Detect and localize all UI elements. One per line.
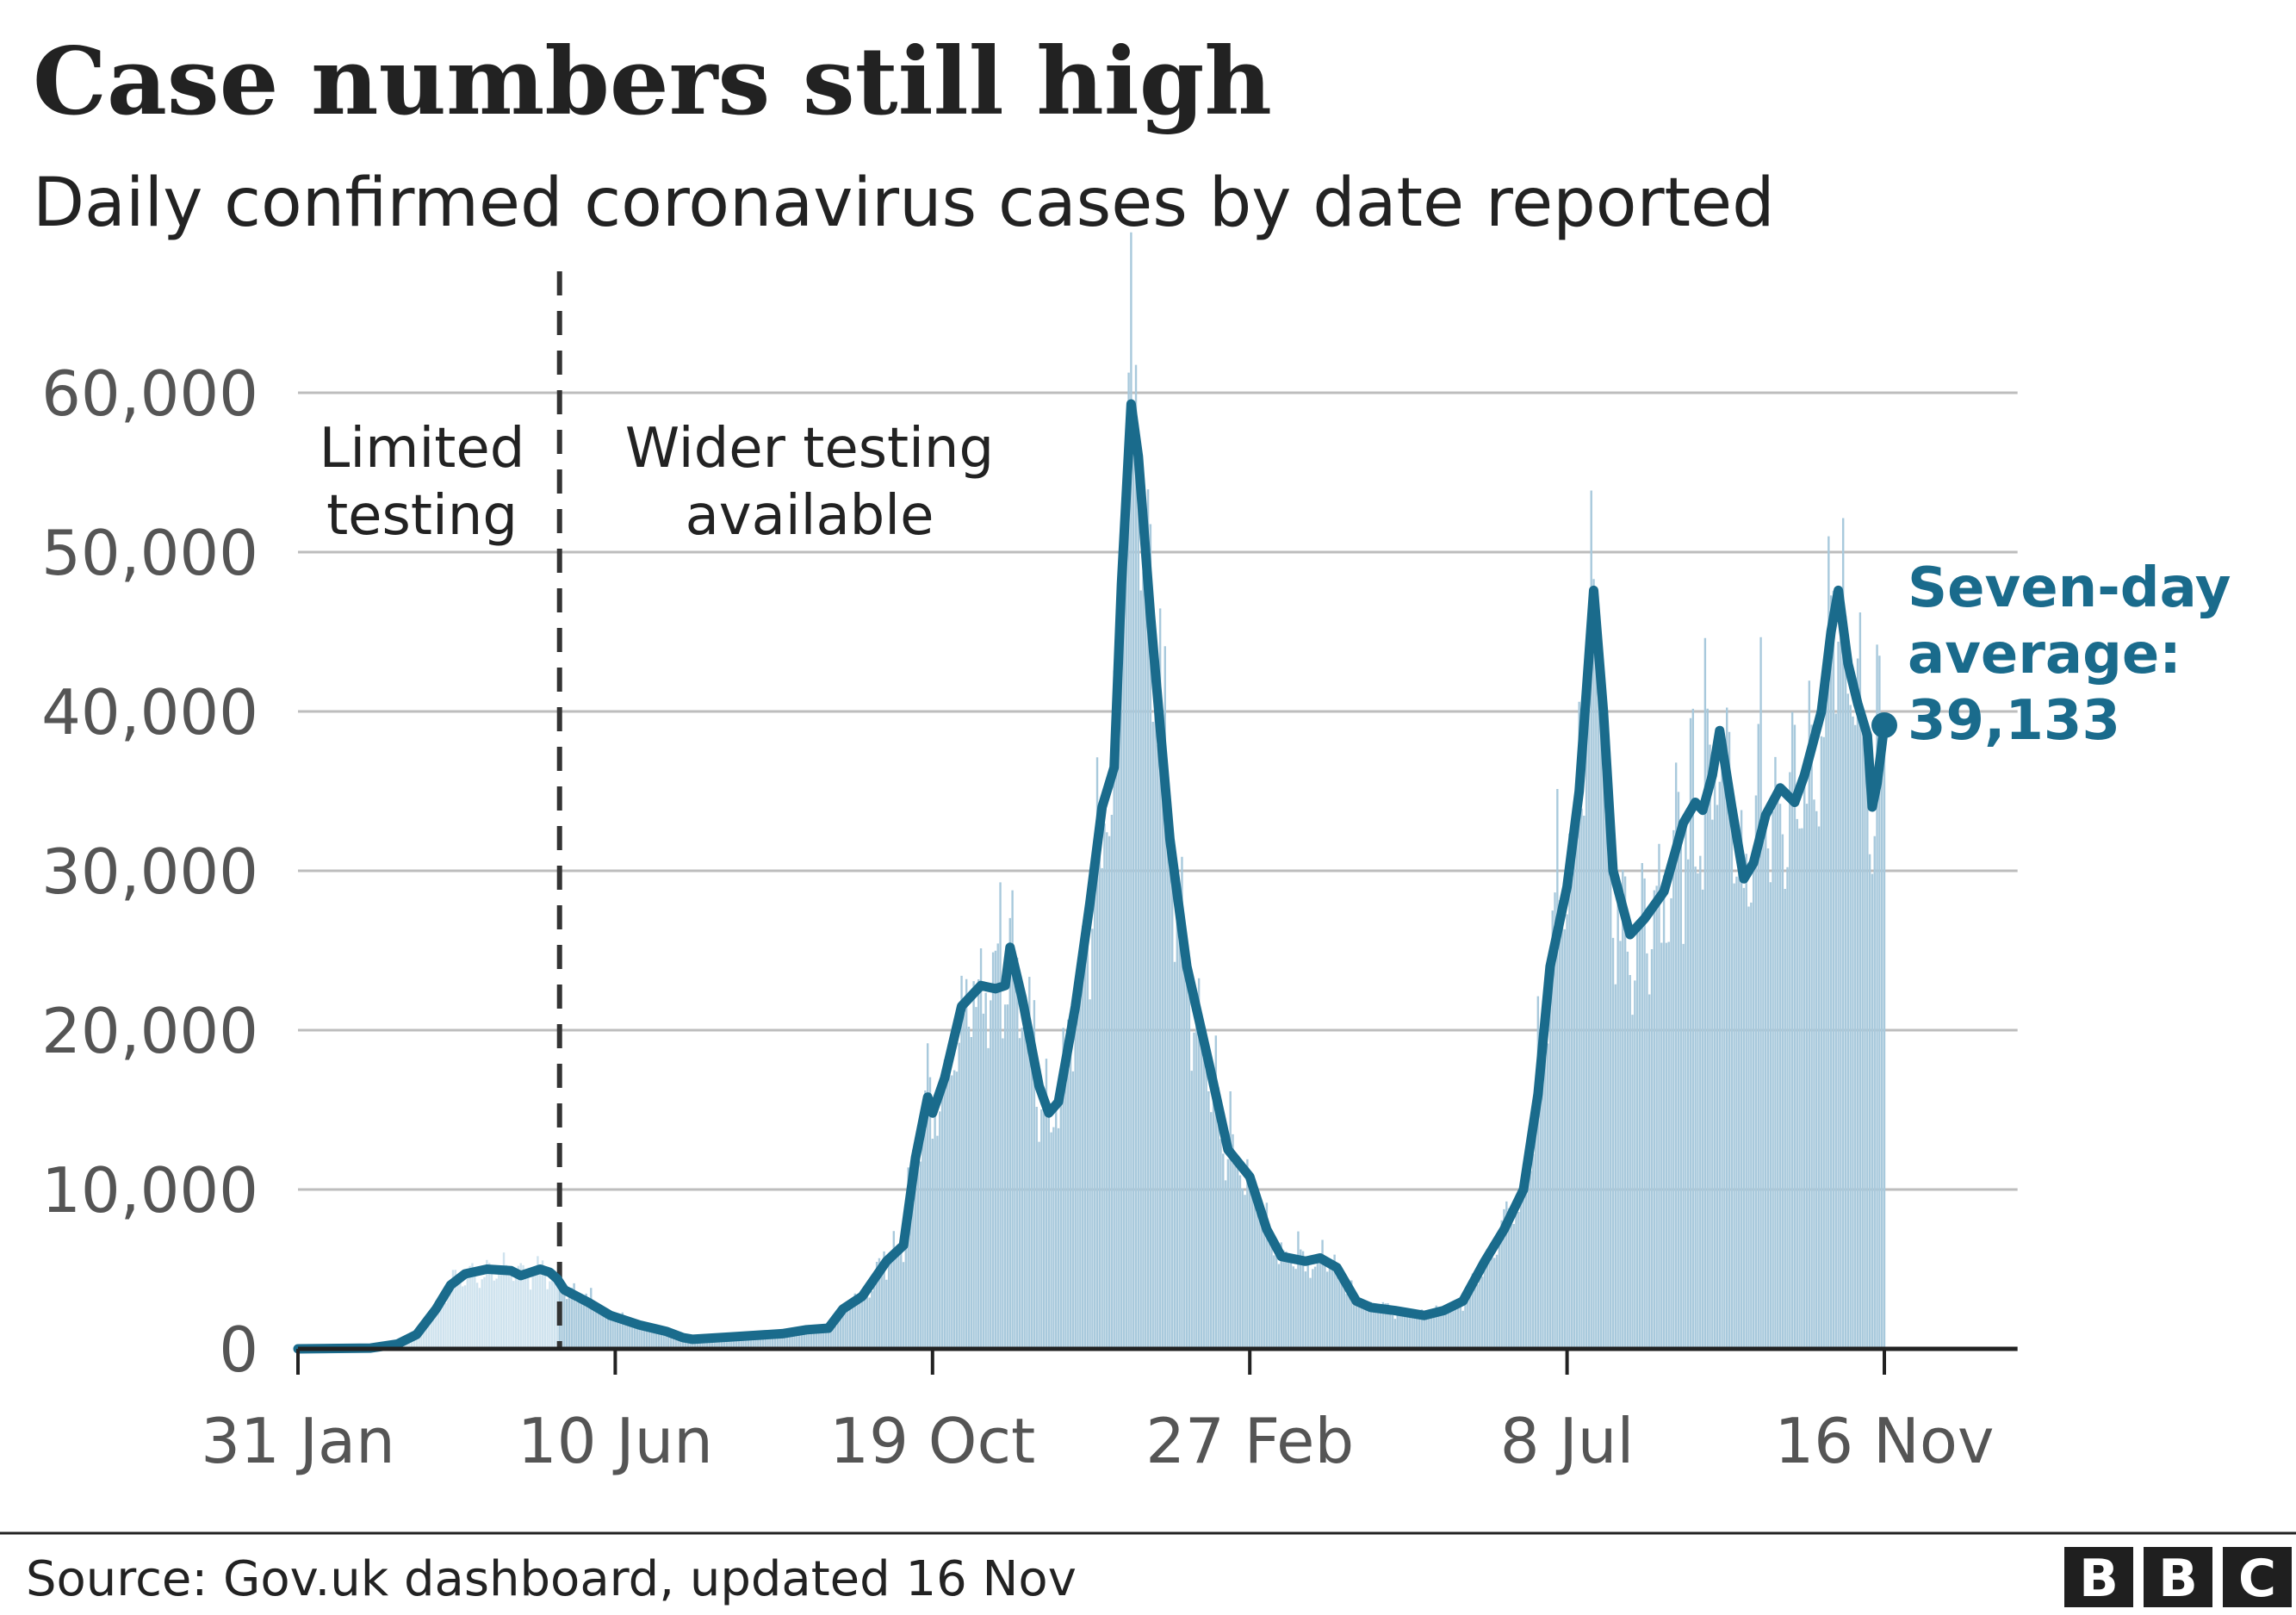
seven-day-average-end-dot [1871, 712, 1897, 739]
source-note: Source: Gov.uk dashboard, updated 16 Nov [26, 1551, 1077, 1607]
limited-testing-label-line1: Limited [320, 417, 525, 481]
x-tick-label: 27 Feb [1145, 1405, 1354, 1477]
x-tick-label: 31 Jan [201, 1405, 395, 1477]
y-axis-ticks: 0 10,000 20,000 30,000 40,000 50,000 60,000 [41, 357, 258, 1386]
y-tick-label: 0 [219, 1314, 258, 1386]
bbc-logo-letter: C [2238, 1549, 2276, 1609]
divider-annotations: Limited testing Wider testing available [320, 417, 994, 548]
y-tick-label: 20,000 [41, 995, 258, 1067]
seven-day-average-label: Seven-day average: 39,133 [1908, 556, 2231, 753]
avg-label-line1: Seven-day [1908, 556, 2231, 620]
wider-testing-label-line2: available [686, 484, 934, 548]
limited-testing-label-line2: testing [326, 484, 518, 548]
bbc-logo-letter: B [2158, 1549, 2198, 1609]
x-tick-label: 19 Oct [829, 1405, 1035, 1477]
x-tick-label: 10 Jun [518, 1405, 713, 1477]
bbc-logo-letter: B [2079, 1549, 2119, 1609]
bbc-logo-block [2144, 1547, 2212, 1607]
y-tick-label: 60,000 [41, 357, 258, 430]
y-tick-label: 50,000 [41, 517, 258, 589]
seven-day-average-line [293, 399, 1890, 1354]
y-tick-label: 30,000 [41, 835, 258, 908]
x-tick-label: 8 Jul [1500, 1405, 1635, 1477]
bbc-logo-block [2223, 1547, 2292, 1607]
y-tick-label: 10,000 [41, 1154, 258, 1227]
wider-testing-label-line1: Wider testing [625, 417, 994, 481]
chart-title: Case numbers still high [33, 28, 1272, 136]
avg-label-value: 39,133 [1908, 689, 2120, 753]
x-axis-ticks: 31 Jan 10 Jun 19 Oct 27 Feb 8 Jul 16 Nov [201, 1349, 1995, 1477]
x-tick-label: 16 Nov [1774, 1405, 1994, 1477]
avg-label-line2: average: [1908, 623, 2181, 686]
bbc-logo-block [2064, 1547, 2133, 1607]
y-tick-label: 40,000 [41, 676, 258, 748]
chart-subtitle: Daily confirmed coronavirus cases by dat… [33, 165, 1775, 242]
